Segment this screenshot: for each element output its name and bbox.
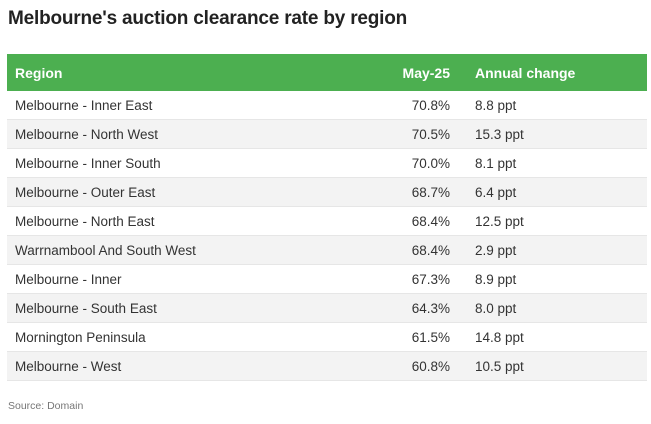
cell-may-25: 64.3% [411, 300, 450, 316]
page-title: Melbourne's auction clearance rate by re… [8, 8, 408, 29]
cell-region: Melbourne - Inner East [15, 97, 153, 113]
cell-may-25: 61.5% [411, 329, 450, 345]
table-row: Warrnambool And South West 68.4% 2.9 ppt [7, 236, 647, 265]
cell-annual-change: 8.8 ppt [475, 97, 517, 113]
clearance-rate-table: Region May-25 Annual change Melbourne - … [7, 54, 647, 381]
table-row: Melbourne - West 60.8% 10.5 ppt [7, 352, 647, 381]
cell-annual-change: 8.0 ppt [475, 300, 517, 316]
cell-annual-change: 12.5 ppt [475, 213, 524, 229]
cell-region: Melbourne - Outer East [15, 184, 156, 200]
cell-may-25: 68.7% [411, 184, 450, 200]
cell-region: Melbourne - North East [15, 213, 155, 229]
header-region: Region [15, 64, 63, 81]
source-note: Source: Domain [8, 400, 84, 412]
table-row: Melbourne - South East 64.3% 8.0 ppt [7, 294, 647, 323]
cell-annual-change: 2.9 ppt [475, 242, 517, 258]
cell-may-25: 70.0% [411, 155, 450, 171]
cell-may-25: 68.4% [411, 242, 450, 258]
header-annual-change: Annual change [475, 64, 576, 81]
cell-may-25: 68.4% [411, 213, 450, 229]
header-may-25: May-25 [402, 64, 450, 81]
cell-region: Warrnambool And South West [15, 242, 196, 258]
cell-region: Melbourne - Inner [15, 271, 122, 287]
table-header: Region May-25 Annual change [7, 54, 647, 91]
table-row: Melbourne - North East 68.4% 12.5 ppt [7, 207, 647, 236]
table-row: Melbourne - Inner South 70.0% 8.1 ppt [7, 149, 647, 178]
table-row: Melbourne - Inner East 70.8% 8.8 ppt [7, 91, 647, 120]
cell-region: Melbourne - West [15, 358, 122, 374]
cell-annual-change: 8.9 ppt [475, 271, 517, 287]
cell-region: Melbourne - South East [15, 300, 157, 316]
cell-annual-change: 8.1 ppt [475, 155, 517, 171]
cell-annual-change: 15.3 ppt [475, 126, 524, 142]
cell-annual-change: 14.8 ppt [475, 329, 524, 345]
cell-may-25: 67.3% [411, 271, 450, 287]
cell-may-25: 60.8% [411, 358, 450, 374]
table-row: Melbourne - North West 70.5% 15.3 ppt [7, 120, 647, 149]
cell-annual-change: 10.5 ppt [475, 358, 524, 374]
cell-region: Melbourne - Inner South [15, 155, 161, 171]
table-row: Melbourne - Outer East 68.7% 6.4 ppt [7, 178, 647, 207]
table-body: Melbourne - Inner East 70.8% 8.8 ppt Melbou… [7, 91, 647, 381]
cell-region: Mornington Peninsula [15, 329, 146, 345]
cell-annual-change: 6.4 ppt [475, 184, 517, 200]
cell-region: Melbourne - North West [15, 126, 159, 142]
cell-may-25: 70.8% [411, 97, 450, 113]
table-row: Mornington Peninsula 61.5% 14.8 ppt [7, 323, 647, 352]
cell-may-25: 70.5% [411, 126, 450, 142]
table-row: Melbourne - Inner 67.3% 8.9 ppt [7, 265, 647, 294]
